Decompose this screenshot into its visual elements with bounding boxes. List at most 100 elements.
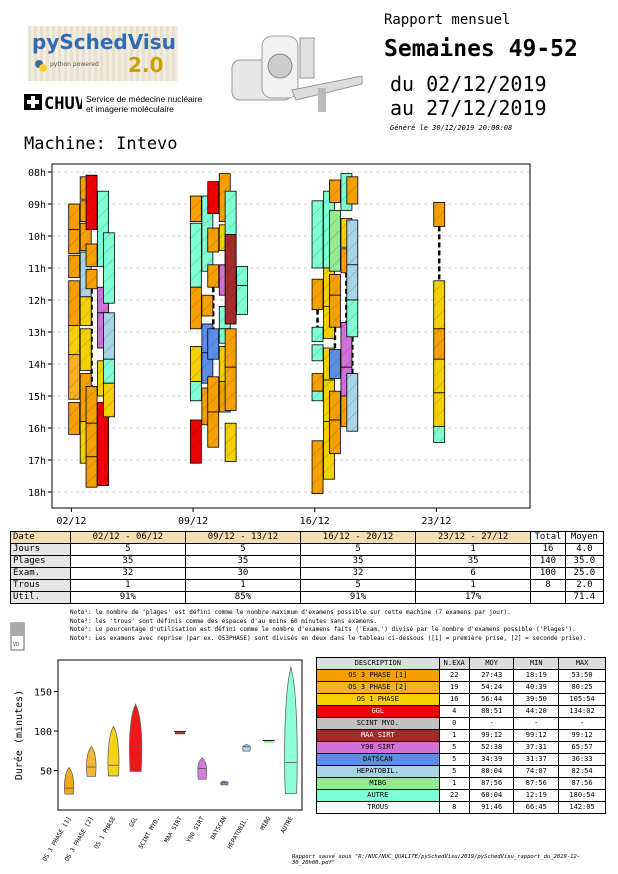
- duration-cell: 40:39: [513, 681, 560, 694]
- duration-cell: -: [558, 717, 606, 730]
- service-line2: et imagerie moléculaire: [86, 104, 174, 114]
- duration-cell: TROUS: [316, 801, 440, 814]
- duration-cell: -: [468, 717, 515, 730]
- summary-header-cell: 09/12 - 13/12: [184, 531, 301, 544]
- python-powered-text: python powered: [50, 61, 99, 68]
- duration-cell: 22: [438, 669, 470, 682]
- summary-cell: 4.0: [564, 543, 605, 556]
- duration-row: OS 1 PHASE 16 56:44 39:50 105:54: [316, 693, 606, 706]
- exam-block-hatch: [68, 204, 80, 230]
- exam-block-hatch: [433, 328, 445, 360]
- summary-cell: Exam.: [10, 567, 71, 580]
- violin-shape: [284, 665, 298, 795]
- x-tick-label: 16/12: [300, 516, 330, 527]
- summary-cell: [530, 591, 566, 604]
- exam-block-hatch: [312, 373, 324, 392]
- summary-cell: 1: [415, 579, 532, 592]
- exam-block-hatch: [207, 412, 219, 448]
- duration-cell: SCINT MYO.: [316, 717, 440, 730]
- exam-block-hatch: [236, 285, 248, 315]
- note-line: Note²: les 'trous' sont définis comme de…: [70, 617, 378, 625]
- duration-row: TROUS 8 91:46 66:45 142:05: [316, 801, 606, 814]
- duration-cell: 180:54: [558, 789, 606, 802]
- duration-row: OS 3 PHASE [2] 19 54:24 40:39 80:25: [316, 681, 606, 694]
- duration-cell: 65:57: [558, 741, 606, 754]
- duration-cell: 1: [438, 729, 470, 742]
- exam-block-hatch: [190, 346, 202, 382]
- exam-block-hatch: [312, 391, 324, 401]
- exam-block-hatch: [80, 223, 92, 251]
- exam-block-hatch: [86, 423, 98, 457]
- duration-cell: 27:43: [468, 669, 515, 682]
- summary-row: Util. 91% 85% 91% 17% 71.4: [10, 591, 605, 604]
- exam-block-hatch: [68, 280, 80, 326]
- y-tick-label: 11h: [28, 264, 46, 275]
- duration-cell: HEPATOBIL.: [316, 765, 440, 778]
- exam-block-hatch: [329, 210, 341, 272]
- duration-cell: 37:31: [513, 741, 560, 754]
- duration-cell: 4: [438, 705, 470, 718]
- duration-header-cell: DESCRIPTION: [316, 657, 440, 670]
- duration-cell: 80:51: [468, 705, 515, 718]
- summary-cell: 91%: [299, 591, 417, 604]
- svg-text:VD: VD: [13, 642, 19, 648]
- duration-cell: 18:19: [513, 669, 560, 682]
- exam-block-hatch: [103, 312, 115, 360]
- exam-block-hatch: [86, 456, 98, 488]
- report-type: Rapport mensuel: [384, 12, 511, 28]
- exam-block-hatch: [329, 349, 341, 379]
- duration-header-cell: MIN: [513, 657, 560, 670]
- duration-table: DESCRIPTION N.EXA MOY MIN MAX OS 3 PHASE [1] 2…: [316, 657, 606, 814]
- summary-row: Trous 1 1 5 1 8 2.0: [10, 579, 605, 592]
- exam-block-hatch: [68, 325, 80, 355]
- note-line: Note³: Le pourcentage d'utilisation est …: [70, 626, 576, 633]
- duration-row: MIBG 1 87:56 87:56 87:56: [316, 777, 606, 790]
- duration-cell: DATSCAN: [316, 753, 440, 766]
- duration-cell: OS 3 PHASE [2]: [316, 681, 440, 694]
- summary-cell: 35: [299, 555, 417, 568]
- exam-block-hatch: [97, 402, 109, 486]
- summary-cell: 1: [184, 579, 301, 592]
- summary-cell: 1: [69, 579, 186, 592]
- note-line: Note⁴: Les examens avec reprise (par ex.…: [70, 634, 587, 642]
- exam-block-hatch: [86, 269, 98, 289]
- exam-block-hatch: [346, 300, 358, 337]
- violin-shape: [86, 745, 97, 777]
- duration-cell: Y90 SIRT: [316, 741, 440, 754]
- duration-row: GGL 4 80:51 44:20 134:02: [316, 705, 606, 718]
- generated-timestamp: Généré le 30/12/2019 20:00:08: [390, 124, 513, 132]
- violin-shape: [242, 744, 251, 752]
- duration-cell: 5: [438, 741, 470, 754]
- exam-block-hatch: [225, 367, 237, 411]
- duration-cell: 105:54: [558, 693, 606, 706]
- chuv-logo-text: CHUV: [44, 94, 82, 112]
- exam-block-hatch: [329, 180, 341, 203]
- summary-header-cell: 02/12 - 06/12: [69, 531, 186, 544]
- exam-block-hatch: [346, 373, 358, 432]
- duration-cell: 74:07: [513, 765, 560, 778]
- violin-category-label: MAA SIRT: [163, 815, 184, 844]
- duration-header-row: DESCRIPTION N.EXA MOY MIN MAX: [316, 657, 606, 670]
- exam-block-hatch: [433, 359, 445, 393]
- exam-block-hatch: [225, 423, 237, 462]
- exam-block-hatch: [312, 279, 324, 310]
- exam-block-hatch: [329, 295, 341, 328]
- duration-cell: 39:50: [513, 693, 560, 706]
- exam-block-hatch: [190, 420, 202, 464]
- note-line: Note¹: le nombre de 'plages' est défini …: [70, 609, 511, 616]
- summary-cell: 5: [184, 543, 301, 556]
- exam-block-hatch: [207, 264, 219, 288]
- exam-block-hatch: [190, 196, 202, 222]
- x-tick-label: 09/12: [178, 516, 208, 527]
- summary-row: Plages 35 35 35 35 140 35.0: [10, 555, 605, 568]
- summary-cell: 5: [69, 543, 186, 556]
- y-tick-label: 08h: [28, 168, 46, 179]
- logo-title-text: pySchedVisu: [32, 30, 176, 54]
- duration-row: SCINT MYO. 0- - -: [316, 717, 606, 730]
- violin-category-label: MIBG: [259, 815, 272, 831]
- x-tick-label: 02/12: [56, 516, 86, 527]
- duration-cell: -: [513, 717, 560, 730]
- summary-cell: Jours: [10, 543, 71, 556]
- y-tick-label: 10h: [28, 232, 46, 243]
